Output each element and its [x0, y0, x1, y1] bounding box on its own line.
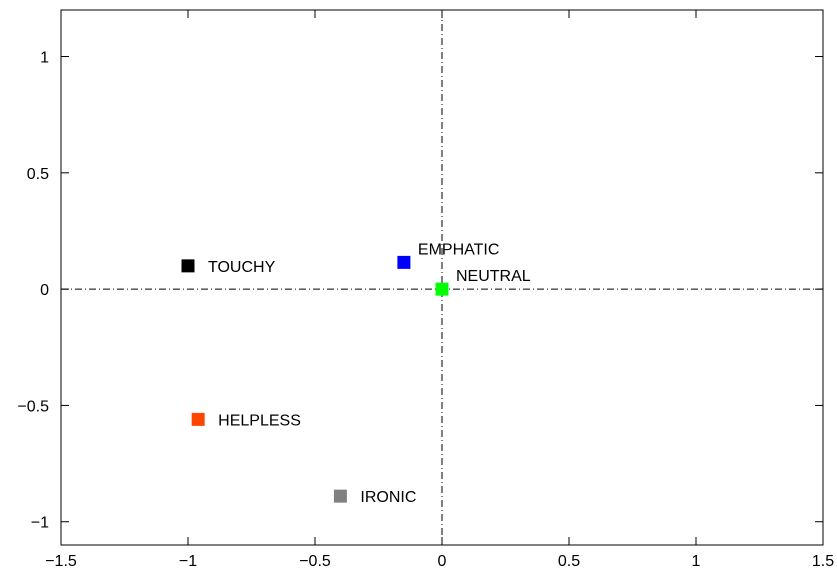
point-ironic-marker: [333, 489, 347, 503]
point-touchy-label: TOUCHY: [208, 259, 276, 276]
x-tick-label: −1.5: [45, 553, 77, 570]
point-emphatic-label: EMPHATIC: [418, 241, 499, 258]
point-touchy-marker: [181, 259, 195, 273]
x-tick-label: 0.5: [558, 553, 580, 570]
y-tick-label: −1: [31, 515, 49, 532]
x-tick-label: 1: [692, 553, 701, 570]
data-points: TOUCHY EMPHATIC NEUTRAL HELPLESS IRONIC: [181, 241, 531, 506]
y-tick-label: 0: [40, 282, 49, 299]
y-tick-label: −0.5: [17, 398, 49, 415]
x-tick-label: 0: [438, 553, 447, 570]
point-emphatic-marker: [397, 255, 411, 269]
x-axis: −1.5 −1 −0.5 0 0.5 1 1.5: [45, 10, 834, 570]
x-tick-label: −1: [179, 553, 197, 570]
y-tick-label: 1: [40, 50, 49, 67]
y-axis: −1 −0.5 0 0.5 1: [17, 50, 823, 532]
y-tick-label: 0.5: [27, 166, 49, 183]
point-neutral-label: NEUTRAL: [456, 268, 531, 285]
x-tick-label: 1.5: [812, 553, 834, 570]
point-helpless-label: HELPLESS: [218, 412, 301, 429]
point-helpless-marker: [191, 412, 205, 426]
x-tick-label: −0.5: [299, 553, 331, 570]
point-ironic-label: IRONIC: [360, 489, 416, 506]
point-neutral-marker: [435, 282, 449, 296]
